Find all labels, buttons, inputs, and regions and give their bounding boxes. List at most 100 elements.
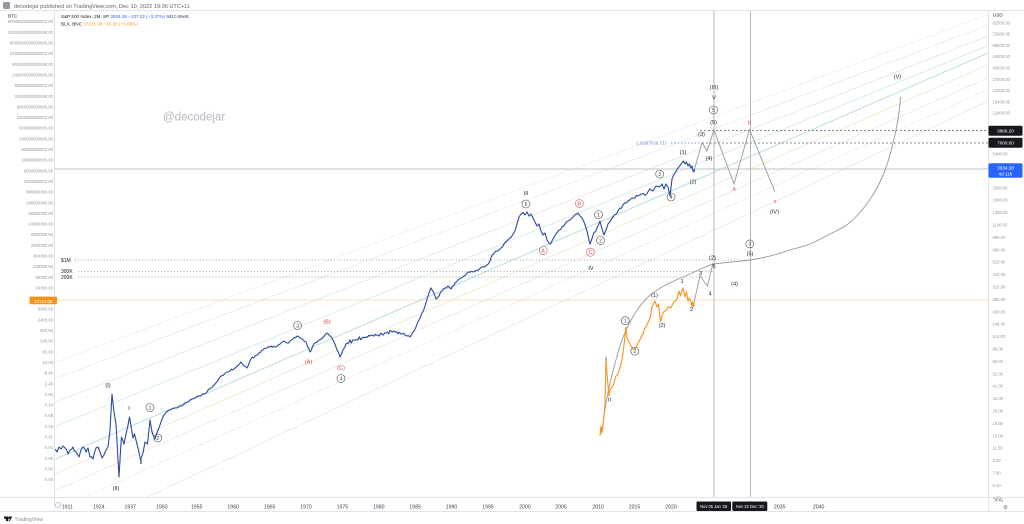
svg-text:2035: 2035: [774, 504, 786, 510]
svg-text:2500.00: 2500.00: [993, 185, 1009, 190]
svg-text:12800.00: 12800.00: [993, 111, 1011, 116]
svg-text:1985: 1985: [409, 504, 421, 510]
svg-text:Nov 22 Dec '30: Nov 22 Dec '30: [736, 504, 765, 509]
svg-text:↕: ↕: [57, 503, 59, 508]
svg-text:2.40: 2.40: [45, 381, 54, 386]
svg-text:V: V: [712, 96, 716, 102]
svg-text:1950: 1950: [156, 504, 168, 510]
svg-text:240000000000.00: 240000000000.00: [19, 136, 53, 141]
svg-text:2005: 2005: [555, 504, 567, 510]
svg-text:1460.00: 1460.00: [993, 210, 1009, 215]
svg-text:240.00: 240.00: [40, 339, 53, 344]
svg-text:USD: USD: [993, 12, 1003, 17]
svg-text:146.00: 146.00: [993, 322, 1006, 327]
svg-text:A: A: [542, 248, 546, 254]
svg-text:800000000.00: 800000000.00: [26, 190, 53, 195]
svg-text:(5): (5): [710, 120, 717, 126]
svg-text:200K: 200K: [61, 275, 73, 281]
svg-text:I: I: [128, 406, 130, 412]
svg-text:800.00: 800.00: [40, 328, 53, 333]
svg-text:92500.00: 92500.00: [993, 20, 1011, 25]
svg-text:5.40: 5.40: [993, 483, 1002, 488]
svg-text:1937: 1937: [125, 504, 137, 510]
svg-text:80000.00: 80000.00: [36, 275, 54, 280]
svg-text:1980: 1980: [373, 504, 385, 510]
svg-text:2: 2: [633, 349, 636, 355]
svg-text:2: 2: [599, 238, 602, 244]
svg-text:TradingView: TradingView: [15, 517, 44, 523]
svg-text:(I): (I): [105, 383, 110, 389]
svg-text:2400000000000.00: 2400000000000.00: [17, 115, 54, 120]
svg-text:24000000.00: 24000000.00: [29, 222, 54, 227]
svg-text:2400.00: 2400.00: [38, 317, 54, 322]
svg-text:21000.00: 21000.00: [993, 88, 1011, 93]
svg-text:410.00: 410.00: [993, 272, 1006, 277]
svg-text:66.00: 66.00: [993, 359, 1004, 364]
svg-text:52.00: 52.00: [993, 371, 1004, 376]
svg-text:3934.38: 3934.38: [997, 166, 1014, 171]
svg-text:17131.08: 17131.08: [34, 299, 53, 304]
svg-text:(3): (3): [698, 132, 705, 138]
svg-text:(1): (1): [651, 293, 658, 299]
svg-text:8000000.00: 8000000.00: [31, 232, 54, 237]
svg-text:2015: 2015: [629, 504, 641, 510]
svg-text:250.00: 250.00: [993, 297, 1006, 302]
svg-text:c: c: [774, 199, 777, 205]
svg-text:decodejar published on Trading: decodejar published on TradingView.com, …: [14, 4, 190, 10]
svg-text:(4): (4): [731, 282, 738, 288]
svg-text:5400.00: 5400.00: [993, 151, 1009, 156]
svg-text:80000000.00: 80000000.00: [29, 211, 54, 216]
svg-text:3: 3: [658, 172, 661, 178]
svg-text:800000.00: 800000.00: [33, 254, 53, 259]
svg-text:I: I: [605, 357, 607, 363]
svg-text:4: 4: [340, 376, 343, 382]
svg-text:5: 5: [525, 202, 528, 208]
svg-text:Nov 05 Jan '26: Nov 05 Jan '26: [700, 504, 728, 509]
svg-text:8000000000000000.00: 8000000000000000.00: [10, 41, 54, 46]
svg-text:(C): (C): [337, 366, 345, 372]
svg-text:3: 3: [296, 323, 299, 329]
svg-text:800000000000.00: 800000000000.00: [19, 126, 53, 131]
svg-text:24000000000000000.00: 24000000000000000.00: [8, 30, 54, 35]
svg-text:a: a: [732, 187, 736, 193]
svg-text:5: 5: [712, 264, 715, 270]
svg-text:8.40: 8.40: [45, 371, 54, 376]
svg-text:7.00: 7.00: [993, 471, 1002, 476]
svg-text:44000.00: 44000.00: [993, 54, 1011, 59]
svg-text:25.00: 25.00: [993, 409, 1004, 414]
svg-text:4: 4: [670, 195, 673, 201]
svg-text:IV: IV: [588, 266, 594, 272]
svg-text:1990: 1990: [446, 504, 458, 510]
svg-text:80000000000000000.00: 80000000000000000.00: [8, 19, 54, 24]
svg-text:4: 4: [708, 292, 711, 298]
svg-text:(A): (A): [305, 360, 313, 366]
svg-text:2: 2: [156, 436, 159, 442]
svg-text:2400000000.00: 2400000000.00: [24, 179, 54, 184]
svg-text:1975: 1975: [337, 504, 349, 510]
svg-text:(2): (2): [659, 323, 666, 329]
svg-text:80000000000000.00: 80000000000000.00: [15, 83, 54, 88]
svg-text:690.00: 690.00: [993, 247, 1006, 252]
svg-text:89.00: 89.00: [993, 347, 1004, 352]
svg-text:72500.00: 72500.00: [993, 32, 1011, 37]
svg-text:0.00: 0.00: [45, 456, 54, 461]
svg-text:S&P 500 Index, 2M, SP 3934.38: S&P 500 Index, 2M, SP 3934.38 −137.32 (−…: [61, 14, 189, 19]
svg-text:240000000.00: 240000000.00: [26, 200, 53, 205]
svg-text:11.50: 11.50: [993, 446, 1004, 451]
svg-text:16400.00: 16400.00: [993, 99, 1011, 104]
svg-text:BTC: BTC: [8, 13, 18, 18]
svg-text:19.50: 19.50: [993, 421, 1004, 426]
svg-text:80.00: 80.00: [43, 349, 54, 354]
svg-text:1995: 1995: [482, 504, 494, 510]
svg-text:0.01: 0.01: [45, 435, 54, 440]
svg-text:0.84: 0.84: [45, 392, 54, 397]
svg-text:1: 1: [597, 212, 600, 218]
svg-text:1: 1: [624, 319, 627, 325]
svg-text:24000000000000.00: 24000000000000.00: [15, 94, 54, 99]
svg-text:15.00: 15.00: [993, 433, 1004, 438]
svg-text:510.00: 510.00: [993, 260, 1006, 265]
svg-text:(4): (4): [706, 156, 713, 162]
svg-text:300K: 300K: [61, 269, 73, 275]
svg-text:(2): (2): [709, 256, 716, 262]
svg-text:7000.00: 7000.00: [997, 141, 1014, 146]
